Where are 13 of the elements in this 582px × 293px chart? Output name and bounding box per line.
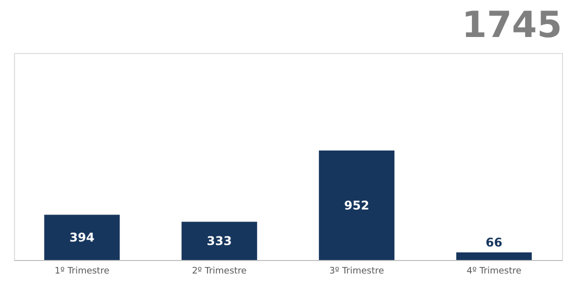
x-tick-label: 1º Trimestre	[54, 266, 110, 276]
chart-title: 1745	[462, 5, 562, 46]
x-tick-label: 3º Trimestre	[329, 266, 385, 276]
data-label: 66	[486, 235, 502, 250]
bar	[318, 150, 394, 260]
data-label: 394	[69, 230, 95, 244]
x-tick-label: 2º Trimestre	[192, 266, 248, 276]
bar	[44, 214, 120, 260]
data-label: 952	[344, 198, 370, 212]
bar	[456, 252, 532, 260]
data-label: 333	[206, 234, 232, 248]
x-tick-label: 4º Trimestre	[466, 266, 522, 276]
bar	[182, 222, 258, 260]
